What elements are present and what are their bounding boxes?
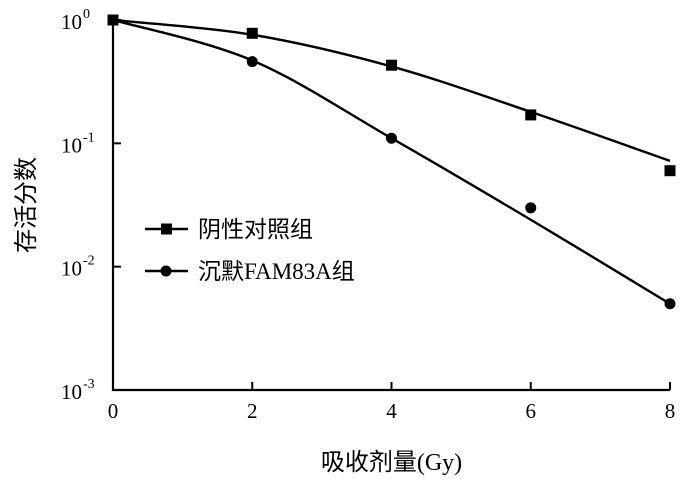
legend-marker-square [161,223,172,235]
y-tick-exponent: -1 [83,130,95,145]
x-tick-label: 4 [386,399,397,423]
y-tick-label: 10 [61,133,82,157]
data-point-square [664,165,676,177]
x-tick-label: 2 [247,399,258,423]
y-axis-label: 存活分数 [13,157,40,253]
data-point-circle [386,132,397,144]
series-1 [107,14,676,177]
y-tick-label: 10 [61,10,82,34]
data-point-square [386,59,397,71]
x-tick-label: 0 [108,399,119,423]
data-point-circle [525,202,537,214]
y-tick-exponent: -2 [83,254,95,269]
axes [111,20,670,392]
legend-label: 阴性对照组 [198,217,313,242]
axis-frame [111,20,670,392]
x-tick-label: 6 [526,399,537,423]
data-point-circle [246,56,258,68]
y-tick-label: 10 [61,380,82,404]
data-point-circle [664,298,676,310]
x-axis-label: 吸收剂量(Gy) [321,449,462,476]
y-tick-label: 10 [61,257,82,281]
legend-marker-circle [160,265,172,277]
plot-area [107,14,676,310]
data-point-square [246,27,258,39]
legend-label: 沉默FAM83A组 [198,259,355,284]
data-point-circle [107,14,119,26]
data-point-square [525,109,537,121]
series-2 [107,14,676,310]
x-tick-label: 8 [665,399,676,423]
y-tick-exponent: 0 [83,7,90,22]
y-tick-exponent: -3 [83,377,95,392]
